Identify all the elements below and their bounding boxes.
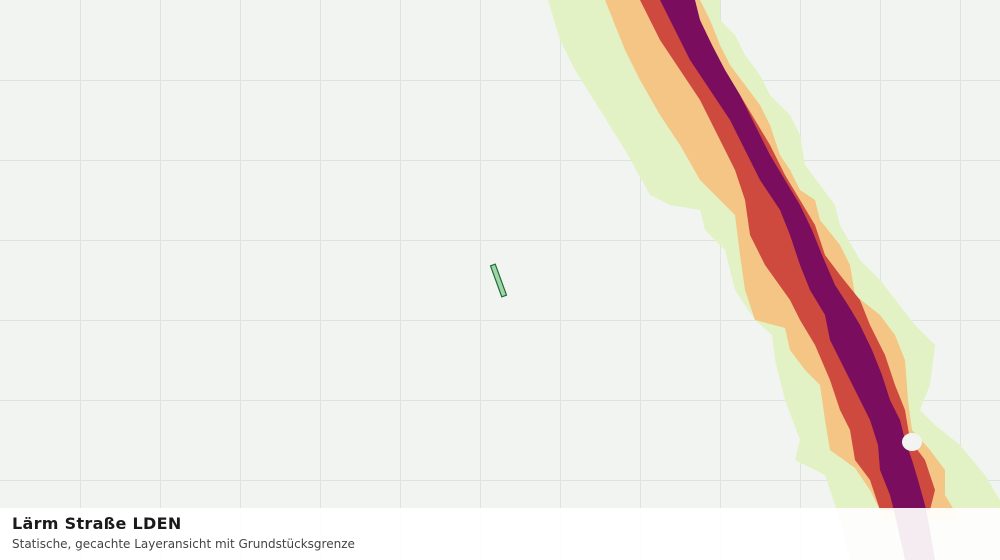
caption-bar: Lärm Straße LDEN Statische, gecachte Lay…	[0, 508, 1000, 560]
layer-subtitle: Statische, gecachte Layeransicht mit Gru…	[12, 537, 355, 551]
noise-band-very-high	[660, 0, 935, 560]
layer-title: Lärm Straße LDEN	[12, 514, 182, 533]
parcel-boundary	[489, 263, 508, 298]
map-hole	[902, 433, 922, 451]
